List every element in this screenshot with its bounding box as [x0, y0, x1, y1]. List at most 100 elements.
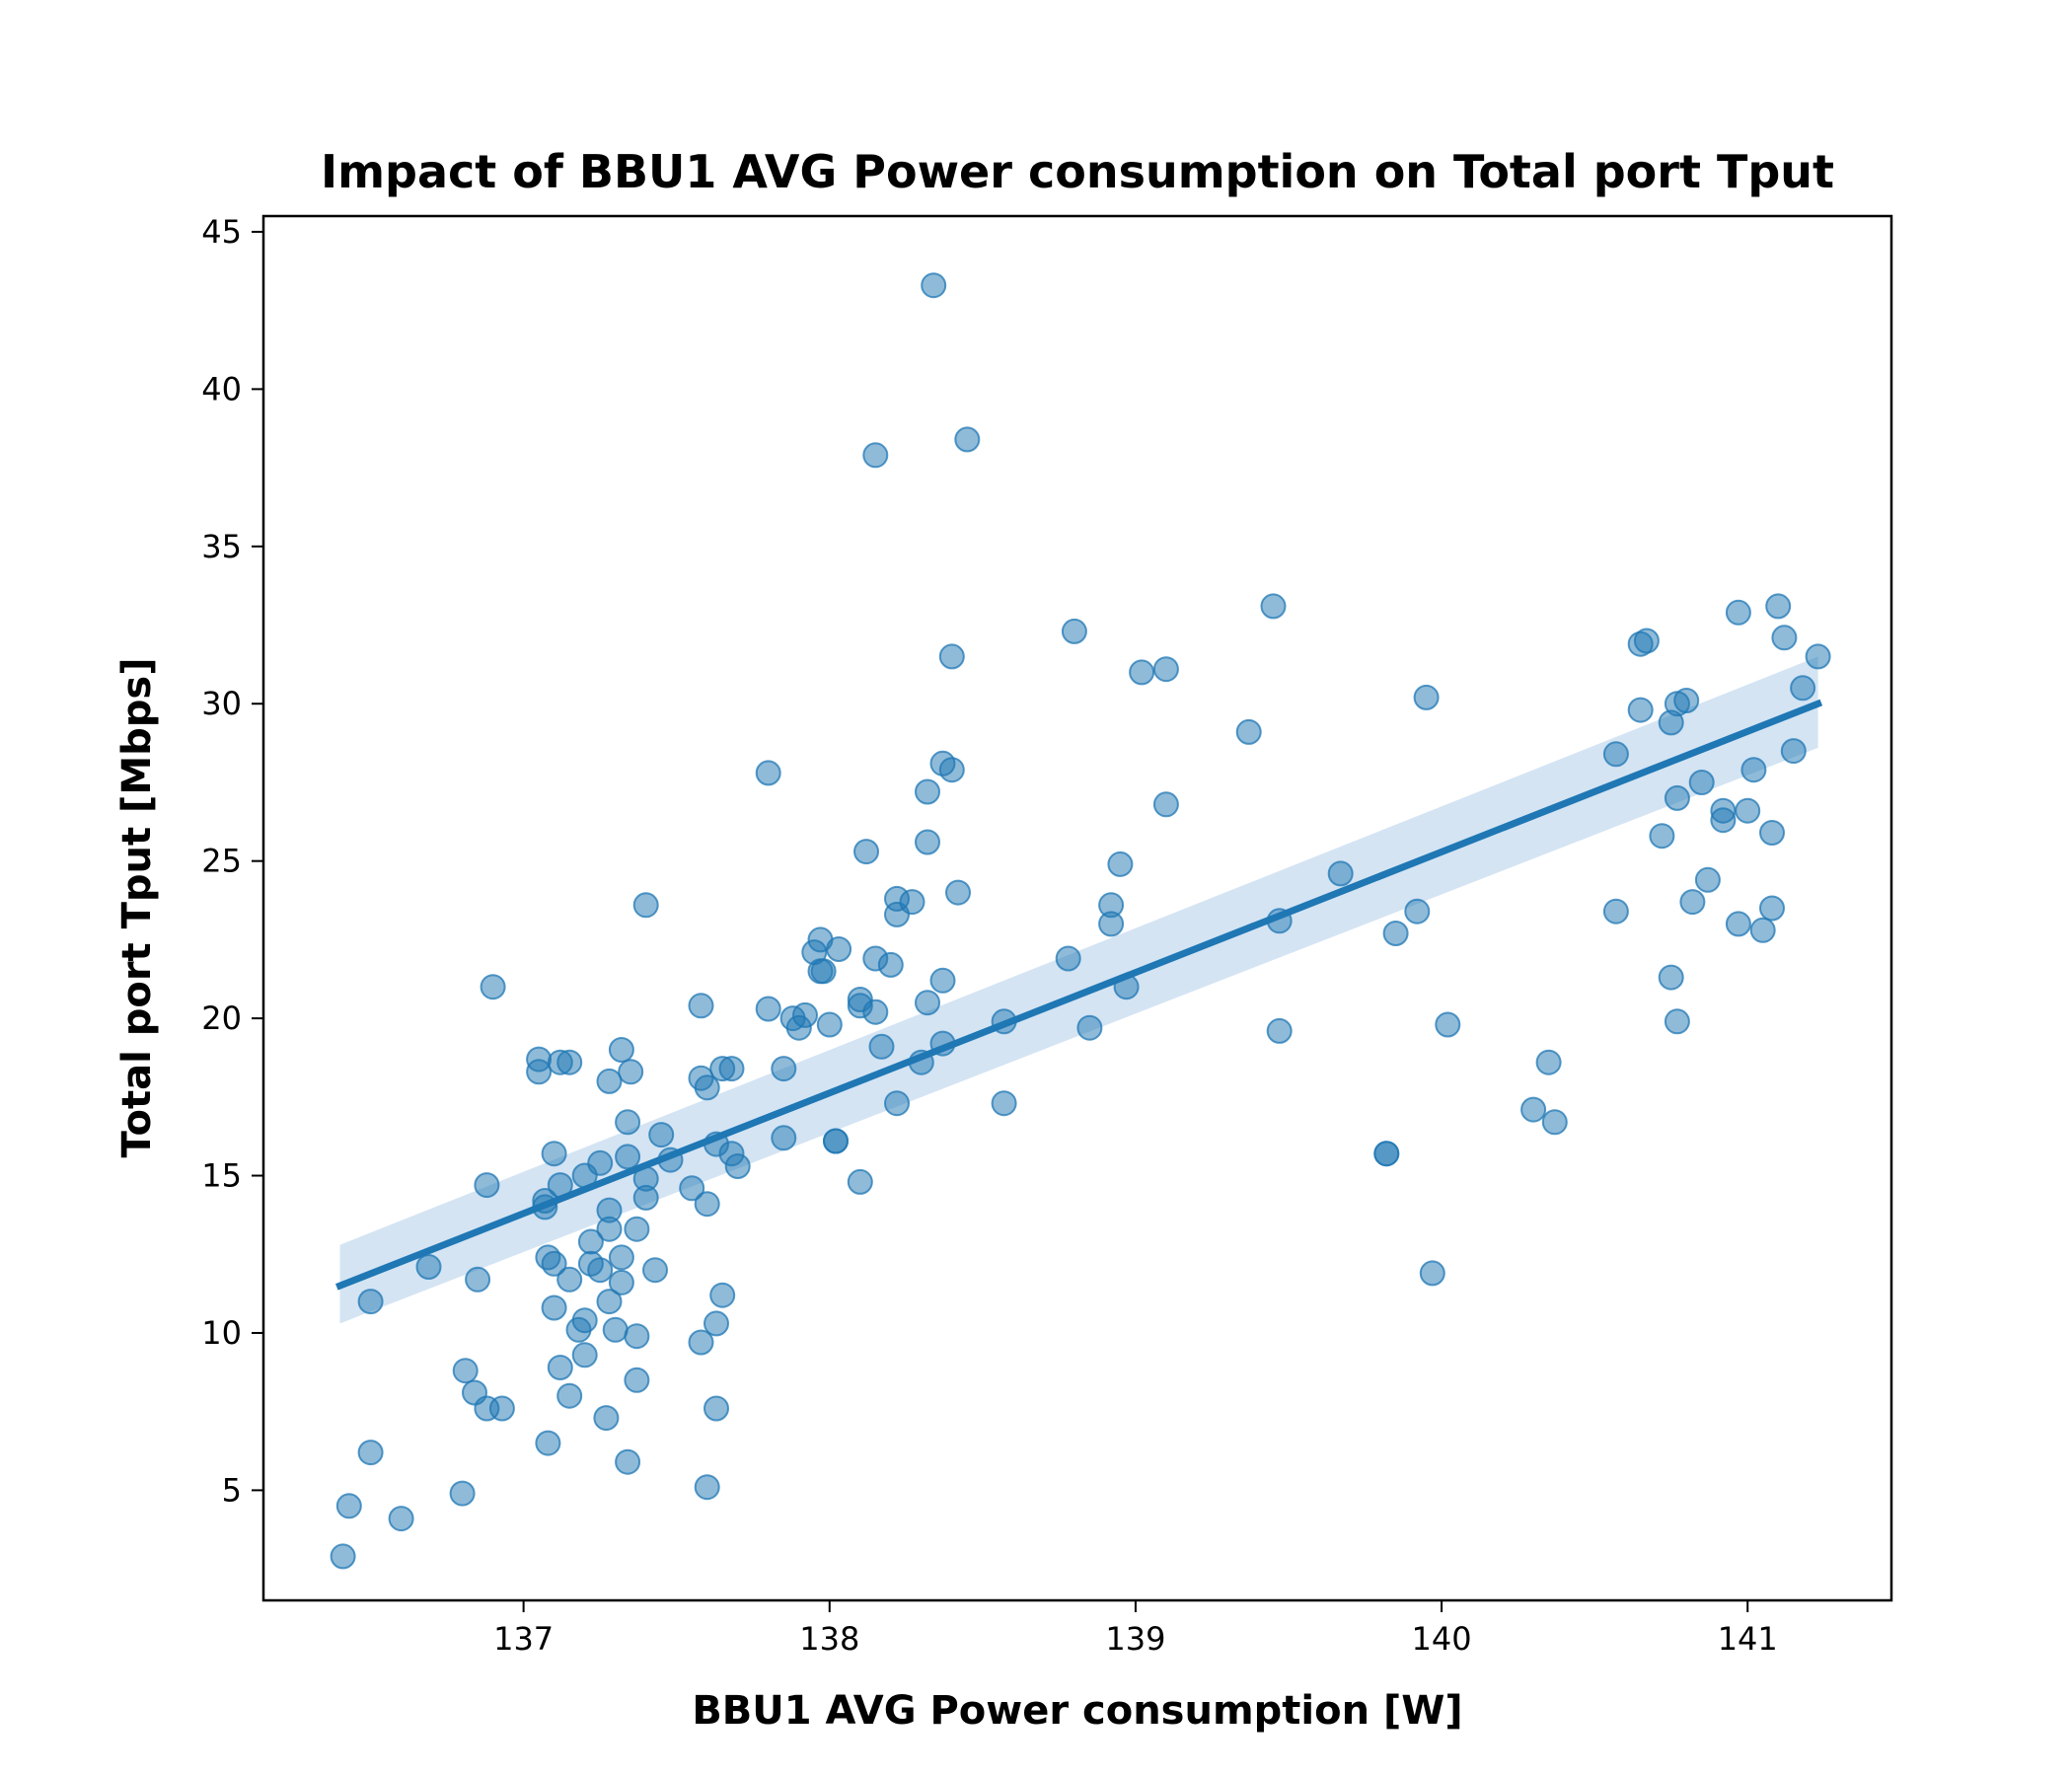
data-point	[415, 1254, 442, 1280]
data-point	[862, 999, 889, 1025]
data-point	[615, 1109, 641, 1136]
data-point	[541, 1295, 567, 1321]
data-point	[1664, 1008, 1690, 1035]
data-point	[556, 1382, 583, 1409]
data-point	[449, 1480, 476, 1507]
data-point	[771, 1125, 797, 1151]
data-point	[624, 1367, 650, 1393]
y-tick-label: 10	[201, 1314, 242, 1352]
data-point	[1649, 823, 1675, 850]
y-axis-label: Total port Tput [Mbps]	[114, 658, 160, 1158]
data-point	[1759, 820, 1785, 846]
x-tick-label: 140	[1412, 1620, 1472, 1658]
x-axis-label: BBU1 AVG Power consumption [W]	[692, 1688, 1462, 1734]
data-point	[853, 839, 879, 865]
data-point	[1633, 628, 1660, 654]
regression-line	[334, 699, 1823, 1291]
data-point	[1266, 1017, 1293, 1044]
data-point	[535, 1430, 561, 1456]
data-point	[915, 829, 940, 855]
data-point	[694, 1191, 720, 1218]
data-point	[694, 1074, 720, 1101]
data-point	[915, 990, 940, 1016]
data-point	[868, 1033, 895, 1060]
data-point	[593, 1405, 620, 1432]
data-point	[724, 1153, 751, 1179]
confidence-band-layer	[339, 656, 1818, 1324]
chart-title: Impact of BBU1 AVG Power consumption on …	[321, 145, 1834, 198]
data-point	[624, 1216, 650, 1242]
data-point	[642, 1257, 668, 1284]
data-point	[847, 1168, 873, 1195]
data-point	[1627, 697, 1654, 723]
data-point	[1235, 718, 1262, 745]
data-point	[709, 1282, 736, 1308]
data-point	[1771, 625, 1798, 651]
data-point	[1419, 1260, 1445, 1287]
data-point	[679, 1175, 705, 1202]
data-point	[1725, 599, 1751, 626]
data-point	[755, 760, 781, 786]
data-point	[1404, 898, 1431, 925]
data-point	[1541, 1109, 1568, 1136]
data-point	[1602, 898, 1629, 925]
data-point	[608, 1269, 634, 1295]
data-point	[1694, 866, 1721, 893]
data-point	[556, 1266, 583, 1293]
data-point	[480, 974, 506, 1000]
data-point	[1152, 791, 1179, 818]
data-point	[452, 1358, 479, 1384]
data-point	[823, 1128, 849, 1154]
data-point	[899, 889, 925, 916]
data-point	[615, 1448, 641, 1475]
x-axis: 137 138 139 140 141	[493, 1600, 1778, 1658]
data-point	[335, 1493, 362, 1519]
data-point	[541, 1141, 567, 1167]
data-point	[1152, 656, 1179, 683]
y-tick-label: 45	[201, 213, 242, 251]
data-point	[618, 1059, 644, 1085]
y-tick-label: 25	[201, 843, 242, 880]
data-point	[1658, 964, 1684, 991]
data-point	[1076, 1014, 1103, 1041]
data-point	[1520, 1096, 1547, 1123]
data-point	[488, 1395, 515, 1422]
data-point	[357, 1289, 384, 1315]
data-point	[755, 996, 781, 1022]
data-point	[991, 1090, 1017, 1117]
data-point	[703, 1395, 729, 1422]
data-point	[1260, 593, 1287, 620]
data-point	[1602, 741, 1629, 768]
x-tick-label: 139	[1105, 1620, 1165, 1658]
data-point	[1129, 659, 1155, 686]
data-point	[587, 1257, 614, 1284]
data-point	[954, 426, 981, 453]
confidence-band	[339, 656, 1818, 1324]
x-tick-label: 137	[493, 1620, 554, 1658]
data-point	[884, 1090, 910, 1117]
data-point	[921, 272, 947, 299]
data-point	[816, 1011, 843, 1038]
data-point	[945, 879, 971, 906]
data-point	[1061, 618, 1087, 644]
data-point	[1688, 770, 1715, 795]
data-point	[718, 1056, 745, 1082]
data-point	[474, 1172, 500, 1199]
data-point	[615, 1144, 641, 1170]
data-point	[357, 1440, 384, 1466]
data-point	[596, 1289, 623, 1315]
x-tick-label: 138	[799, 1620, 859, 1658]
data-point	[602, 1316, 629, 1343]
y-tick-label: 30	[201, 685, 242, 722]
data-point	[1107, 851, 1134, 877]
data-point	[1098, 911, 1125, 937]
data-point	[1055, 945, 1081, 972]
data-point	[632, 892, 659, 919]
data-point	[1535, 1049, 1562, 1075]
data-point	[571, 1307, 598, 1334]
data-point	[688, 993, 714, 1019]
data-point	[915, 778, 940, 805]
data-point	[541, 1250, 567, 1277]
